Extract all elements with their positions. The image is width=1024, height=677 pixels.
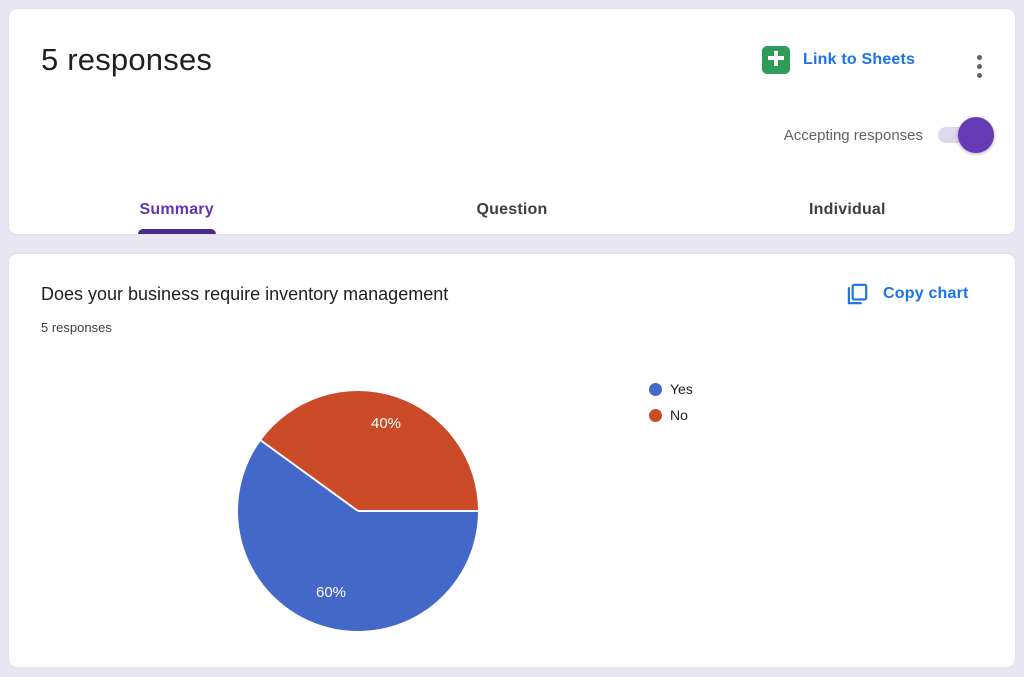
legend-label-yes: Yes bbox=[670, 381, 693, 397]
accepting-responses-row: Accepting responses bbox=[784, 117, 994, 153]
active-tab-indicator bbox=[137, 229, 216, 234]
page-title: 5 responses bbox=[41, 42, 213, 77]
accepting-responses-toggle[interactable] bbox=[938, 117, 994, 153]
legend-label-no: No bbox=[670, 407, 688, 423]
legend-dot-no-icon bbox=[649, 408, 662, 422]
pie-chart: 40% 60% bbox=[238, 391, 478, 632]
legend-item-yes: Yes bbox=[649, 381, 693, 397]
copy-chart-label: Copy chart bbox=[883, 285, 969, 302]
pie-label-yes: 60% bbox=[316, 584, 346, 601]
legend-item-no: No bbox=[649, 407, 693, 423]
responses-header-card: 5 responses Link to Sheets Accepting res… bbox=[8, 8, 1016, 235]
question-response-count: 5 responses bbox=[41, 320, 112, 335]
tab-summary-label: Summary bbox=[139, 201, 214, 218]
response-tabs: Summary Question Individual bbox=[9, 186, 1015, 234]
sheets-icon bbox=[762, 46, 790, 74]
more-options-kebab-icon[interactable] bbox=[967, 49, 991, 83]
pie-slice-no[interactable] bbox=[260, 391, 478, 511]
toggle-thumb bbox=[958, 117, 994, 153]
question-summary-card: Does your business require inventory man… bbox=[8, 253, 1016, 668]
chart-legend: Yes No bbox=[649, 381, 693, 423]
question-title: Does your business require inventory man… bbox=[41, 284, 449, 304]
legend-dot-yes-icon bbox=[649, 382, 662, 396]
pie-label-no: 40% bbox=[371, 415, 401, 432]
pie-slice-yes[interactable] bbox=[238, 440, 478, 632]
tab-individual-label: Individual bbox=[808, 201, 886, 218]
copy-icon bbox=[847, 283, 868, 305]
copy-chart-button[interactable]: Copy chart bbox=[844, 280, 969, 308]
tab-question[interactable]: Question bbox=[344, 186, 679, 234]
tab-question-label: Question bbox=[476, 201, 548, 218]
accepting-responses-label: Accepting responses bbox=[783, 126, 923, 144]
tab-individual[interactable]: Individual bbox=[680, 186, 1015, 234]
link-to-sheets-label: Link to Sheets bbox=[803, 51, 916, 68]
link-to-sheets-button[interactable]: Link to Sheets bbox=[762, 46, 915, 74]
tab-summary[interactable]: Summary bbox=[9, 186, 344, 234]
